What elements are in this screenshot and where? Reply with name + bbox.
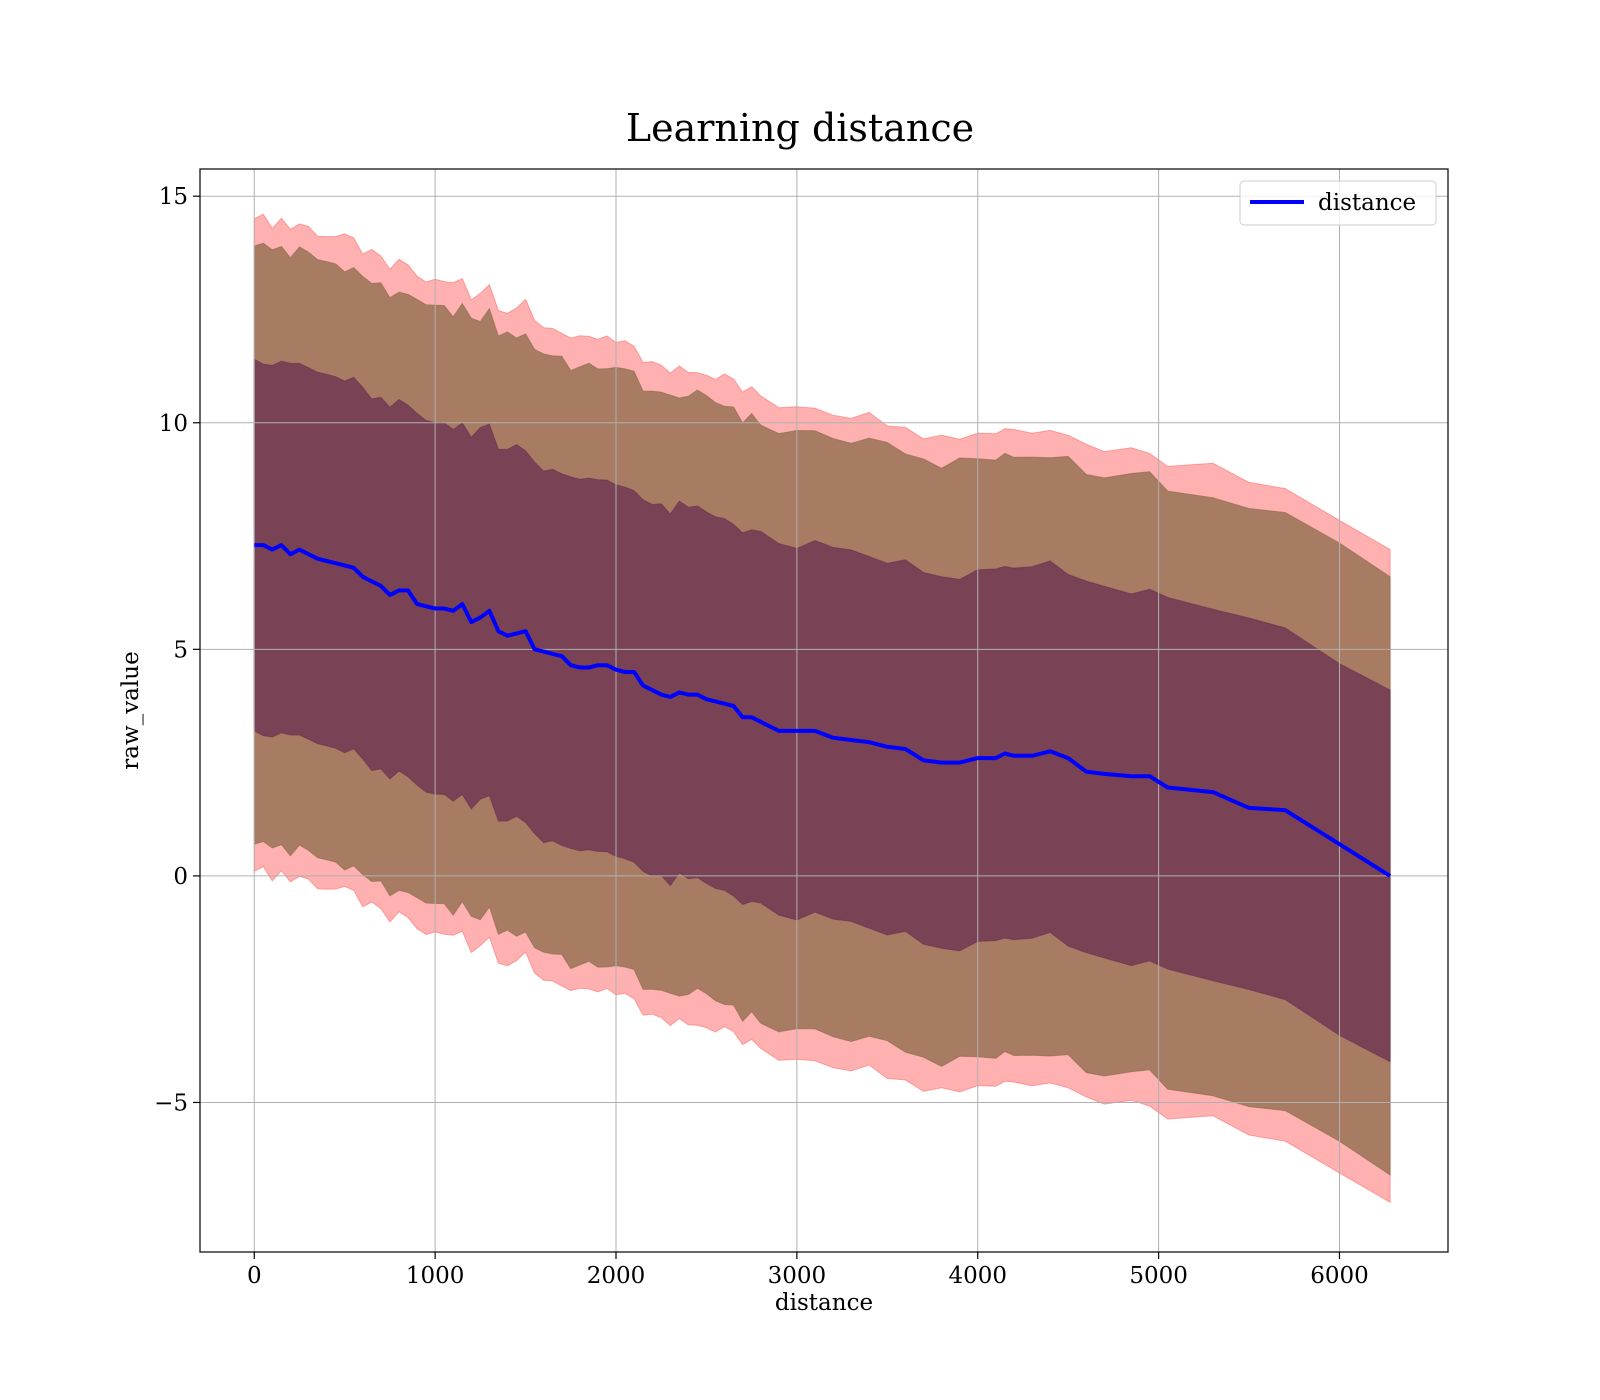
plot-frame (199, 168, 1449, 1253)
legend: distance (1239, 180, 1437, 226)
x-tick-label-4: 4000 (948, 1263, 1007, 1289)
series-line-distance (254, 543, 1392, 878)
legend-box (1239, 180, 1437, 226)
x-tick-label-0: 0 (247, 1263, 262, 1289)
chart-title: Learning distance (626, 106, 974, 150)
legend-label-distance: distance (1318, 190, 1416, 216)
x-tick-label-6: 6000 (1310, 1263, 1369, 1289)
x-axis: 0 1000 2000 3000 4000 5000 6000 (247, 1252, 1369, 1289)
y-tick-label-2: 5 (173, 637, 188, 663)
x-tick-label-1: 1000 (406, 1263, 465, 1289)
y-axis-label: raw_value (118, 651, 144, 769)
x-tick-label-5: 5000 (1129, 1263, 1188, 1289)
plot-area (200, 169, 1448, 1252)
x-tick-label-2: 2000 (587, 1263, 646, 1289)
y-tick-label-1: 0 (173, 864, 188, 890)
y-tick-label-4: 15 (159, 184, 188, 210)
band-inner (253, 358, 1391, 1063)
x-tick-label-3: 3000 (768, 1263, 827, 1289)
y-axis: −5 0 5 10 15 (154, 184, 200, 1116)
x-axis-label: distance (775, 1290, 873, 1316)
y-tick-label-3: 10 (159, 411, 188, 437)
y-tick-label-0: −5 (154, 1090, 188, 1116)
